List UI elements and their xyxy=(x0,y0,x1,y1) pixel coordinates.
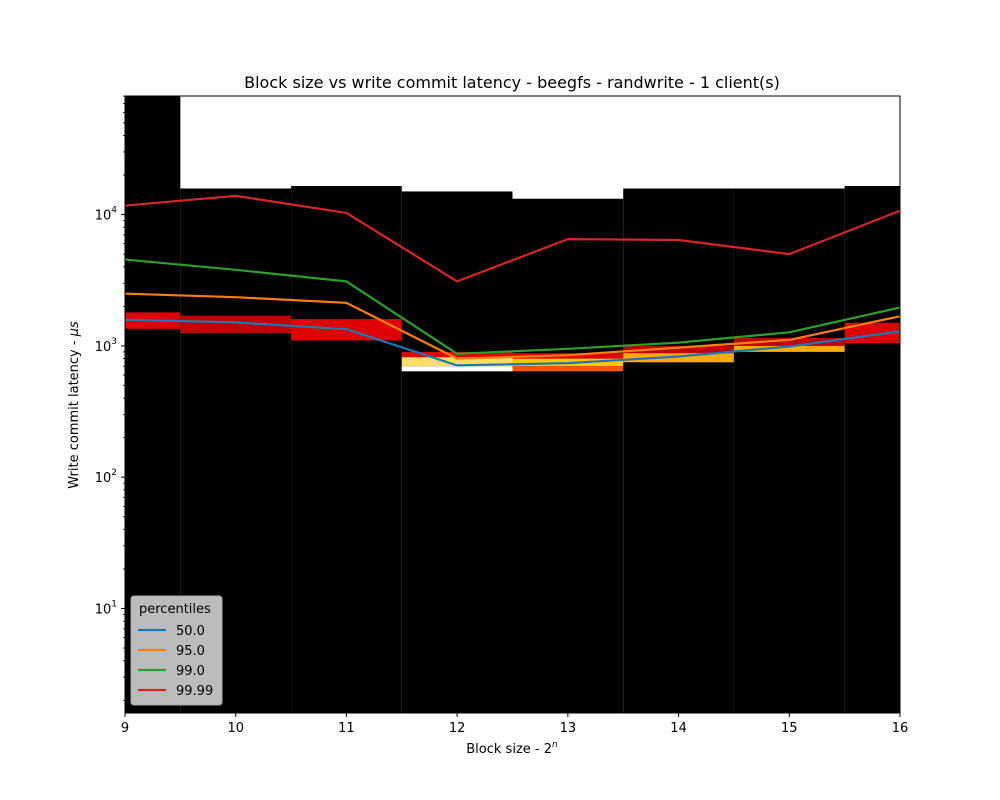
legend-entry: 99.99 xyxy=(176,684,213,699)
x-axis-label: Block size - 2n xyxy=(466,740,558,757)
y-tick-label: 103 xyxy=(95,337,117,355)
heatmap-column xyxy=(623,188,734,713)
x-tick-label: 16 xyxy=(892,721,909,736)
heatmap-cell xyxy=(623,353,734,363)
x-tick-label: 13 xyxy=(560,721,577,736)
chart-title: Block size vs write commit latency - bee… xyxy=(244,73,780,92)
legend-entry: 95.0 xyxy=(176,644,205,659)
heatmap-column xyxy=(733,188,845,713)
y-axis-label: Write commit latency - μs xyxy=(67,321,82,489)
y-tick-label: 104 xyxy=(95,206,118,224)
x-tick-label: 10 xyxy=(227,721,244,736)
y-tick-label: 102 xyxy=(95,468,117,486)
x-tick-label: 12 xyxy=(449,721,466,736)
x-axis: 9 10 11 12 13 14 15 16 xyxy=(121,713,908,736)
plot-area xyxy=(124,95,901,714)
legend-title: percentiles xyxy=(139,602,211,617)
legend-entry: 50.0 xyxy=(176,624,205,639)
x-tick-label: 11 xyxy=(338,721,355,736)
heatmap-cell xyxy=(733,345,845,352)
heatmap-cell xyxy=(512,366,624,372)
y-axis: 101 102 103 104 xyxy=(95,95,125,701)
heatmap-cell xyxy=(180,315,292,334)
heatmap-cell xyxy=(401,357,513,367)
series-line-50-0 xyxy=(124,318,901,367)
heatmap-column xyxy=(512,198,624,714)
heatmap-cell xyxy=(733,337,845,346)
x-tick-label: 14 xyxy=(670,721,687,736)
x-tick-label: 9 xyxy=(121,721,129,736)
series-lines xyxy=(124,194,901,367)
legend-items: 50.0 95.0 99.0 99.99 xyxy=(138,624,213,699)
legend-box xyxy=(130,595,223,706)
heatmap-column xyxy=(844,186,900,714)
legend-entry: 99.0 xyxy=(176,664,205,679)
heatmap-cell xyxy=(401,366,513,372)
series-line-99-0 xyxy=(124,258,901,355)
heatmap-cell xyxy=(623,345,734,354)
plot-frame xyxy=(124,95,901,714)
heatmap xyxy=(125,96,900,714)
heatmap-column xyxy=(291,186,402,714)
series-line-99-99 xyxy=(124,194,901,283)
heatmap-column xyxy=(401,191,513,713)
y-tick-label: 101 xyxy=(95,599,117,617)
legend: percentiles 50.0 95.0 99.0 99.99 xyxy=(130,595,223,706)
x-tick-label: 15 xyxy=(781,721,798,736)
series-line-95-0 xyxy=(124,292,901,360)
